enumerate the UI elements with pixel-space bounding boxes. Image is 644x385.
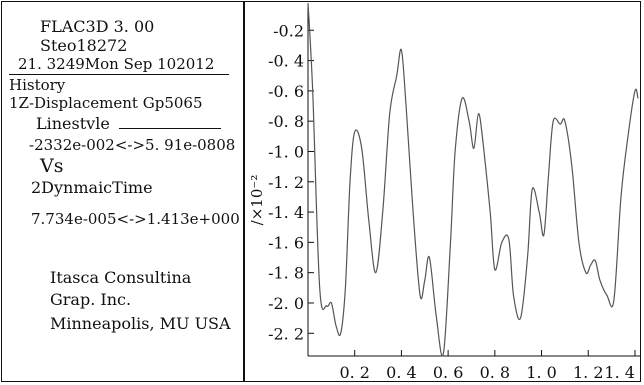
- software-version: FLAC3D 3. 00: [40, 17, 155, 36]
- x-tick-label: 1. 0: [526, 363, 557, 382]
- x-range: 7.734e-005<->1.413e+000: [31, 210, 240, 228]
- y-tick-label: -2. 0: [268, 294, 304, 313]
- company-name: Itasca Consultina: [50, 268, 192, 287]
- y-tick-label: -0. 6: [268, 82, 304, 101]
- x-tick-label: 0. 6: [433, 363, 464, 382]
- y-axis-unit-label: /×10⁻²: [248, 175, 266, 226]
- y-range: -2332e-002<->5. 91e-0808: [29, 136, 236, 154]
- x-axis-ticks: 0. 2 0. 4 0. 6 0. 8 1. 0 1. 2 1. 4: [339, 350, 636, 382]
- step-count: Steo18272: [40, 36, 128, 55]
- x-quantity: 2DynmaicTime: [31, 178, 153, 197]
- linestyle-sample: [119, 128, 221, 129]
- x-tick-label: 0. 4: [386, 363, 417, 382]
- y-tick-label: -1. 2: [268, 173, 304, 192]
- x-tick-label: 0. 8: [480, 363, 511, 382]
- y-axis-ticks: -0.2 -0. 4 -0. 6 -0. 8 -1. 0 -1. 2 -1. 4 -1. 6 -…: [268, 21, 314, 343]
- y-tick-label: -0. 8: [268, 112, 304, 131]
- history-heading: History: [9, 76, 66, 94]
- x-tick-label: 1. 4: [604, 363, 635, 382]
- y-tick-label: -0. 4: [268, 52, 304, 71]
- y-tick-label: -0.2: [273, 21, 304, 40]
- run-timestamp: 21. 3249Mon Sep 102012: [18, 55, 215, 73]
- vs-label: Vs: [40, 155, 64, 177]
- y-tick-label: -1. 6: [268, 233, 304, 252]
- linestyle-label: Linestvle: [36, 114, 110, 133]
- displacement-series-line: [307, 2, 639, 357]
- y-tick-label: -1. 4: [268, 203, 304, 222]
- y-tick-label: -1. 8: [268, 264, 304, 283]
- company-location: Minneapolis, MU USA: [50, 314, 231, 333]
- timestamp-underline: [9, 74, 229, 75]
- history-item: 1Z-Displacement Gp5065: [9, 94, 203, 112]
- legend-panel: FLAC3D 3. 00 Steo18272 21. 3249Mon Sep 1…: [1, 1, 245, 382]
- y-tick-label: -1. 0: [268, 142, 304, 161]
- y-tick-label: -2. 2: [268, 324, 304, 343]
- x-tick-label: 1. 2: [573, 363, 604, 382]
- x-tick-label: 0. 2: [339, 363, 370, 382]
- company-suffix: Grap. Inc.: [50, 290, 132, 309]
